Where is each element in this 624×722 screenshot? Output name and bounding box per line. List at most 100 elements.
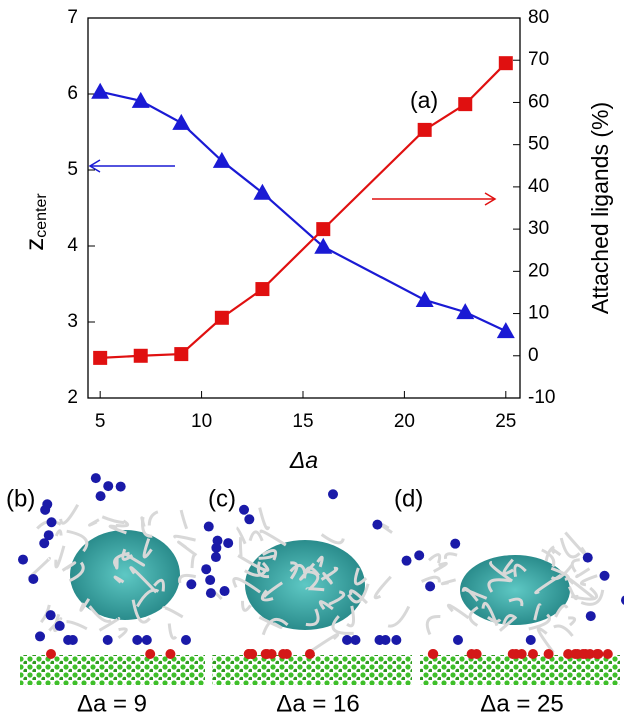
free-end xyxy=(141,635,152,645)
marker xyxy=(314,237,333,254)
ligand xyxy=(579,574,598,587)
right-arrow xyxy=(372,192,497,206)
y2-tick-label: 10 xyxy=(528,303,549,324)
free-end xyxy=(201,564,212,575)
ligand xyxy=(241,600,252,612)
attached-end xyxy=(304,649,315,659)
ligand xyxy=(129,566,158,594)
series-line xyxy=(100,62,507,359)
series-line xyxy=(99,90,507,333)
free-end xyxy=(39,538,50,549)
free-end xyxy=(43,530,54,541)
attached-end xyxy=(592,649,603,659)
free-end xyxy=(599,570,610,581)
marker xyxy=(417,122,432,137)
ligand xyxy=(113,575,125,584)
panel-caption: Δa = 25 xyxy=(480,690,563,717)
ligand xyxy=(550,566,570,581)
free-end xyxy=(95,491,106,502)
y2-tick-label: 0 xyxy=(528,345,539,366)
ligand xyxy=(307,633,340,654)
ligand xyxy=(173,534,196,542)
ligand xyxy=(502,614,518,626)
ligand xyxy=(177,540,198,557)
panel-label: (c) xyxy=(208,485,236,512)
ligand xyxy=(117,627,128,639)
substrate xyxy=(420,655,620,685)
y2-tick-label: 50 xyxy=(528,134,549,155)
attached-end xyxy=(427,649,438,659)
ligand xyxy=(178,573,197,584)
snapshots: (b) Δa = 9 (c) Δa = 16 (d) Δa = 25 xyxy=(6,473,624,717)
ligand xyxy=(258,554,275,560)
x-tick-label: 15 xyxy=(292,411,313,432)
ligand xyxy=(135,588,160,608)
ligand xyxy=(259,529,287,547)
ligand xyxy=(553,624,574,637)
free-end xyxy=(391,635,402,645)
x-axis-title: Δa xyxy=(289,447,318,473)
marker xyxy=(131,91,150,108)
ligand xyxy=(320,566,339,581)
ligand xyxy=(258,507,271,531)
free-end xyxy=(40,504,51,515)
ligand xyxy=(564,531,587,556)
ligand xyxy=(114,557,119,570)
ligand xyxy=(142,538,153,559)
free-end xyxy=(414,550,425,561)
substrate xyxy=(212,655,412,685)
free-end xyxy=(45,610,56,621)
free-end xyxy=(582,552,593,563)
ligand xyxy=(559,537,581,559)
attached-end xyxy=(247,649,258,659)
panel-caption: Δa = 9 xyxy=(77,690,147,717)
ligand xyxy=(425,615,441,636)
free-end xyxy=(525,635,536,645)
ligand xyxy=(502,558,514,575)
ligand xyxy=(570,558,580,573)
attached-end xyxy=(527,649,538,659)
panel-caption: Δa = 16 xyxy=(276,690,359,717)
core xyxy=(70,530,180,620)
y-axis-title-sub: center xyxy=(33,193,50,238)
ligand xyxy=(534,573,562,595)
attached-end xyxy=(543,649,554,659)
ligand xyxy=(235,526,247,545)
y2-tick-label: 40 xyxy=(528,176,549,197)
free-end xyxy=(342,635,353,645)
ligand xyxy=(302,566,320,579)
ligand xyxy=(261,617,289,636)
ligand xyxy=(575,567,591,579)
marker xyxy=(212,151,231,168)
free-end xyxy=(212,535,223,546)
free-end xyxy=(132,635,143,645)
free-end xyxy=(425,581,436,592)
y2-tick-label: 80 xyxy=(528,7,549,28)
marker xyxy=(496,322,515,339)
y-tick-label: 6 xyxy=(67,83,78,104)
ligand xyxy=(443,552,458,560)
ligand xyxy=(427,553,442,564)
ligand xyxy=(468,606,479,627)
ligand xyxy=(256,561,270,579)
y-tick-label: 3 xyxy=(67,311,78,332)
attached-end xyxy=(466,649,477,659)
free-end xyxy=(18,554,29,565)
y2-tick-label: -10 xyxy=(528,387,555,408)
free-end xyxy=(103,481,114,492)
marker xyxy=(415,290,434,307)
ligand xyxy=(487,578,511,593)
ligand xyxy=(115,519,130,528)
ligand xyxy=(141,516,153,538)
ligand xyxy=(153,578,165,592)
marker xyxy=(458,97,473,112)
ligand xyxy=(289,563,307,575)
left-arrow xyxy=(88,159,175,173)
ligand xyxy=(88,605,112,623)
free-end xyxy=(620,595,624,605)
ligand xyxy=(580,589,605,606)
ligand xyxy=(48,617,63,632)
ligand xyxy=(566,576,596,600)
ligand xyxy=(544,545,555,562)
ligand xyxy=(320,533,345,545)
